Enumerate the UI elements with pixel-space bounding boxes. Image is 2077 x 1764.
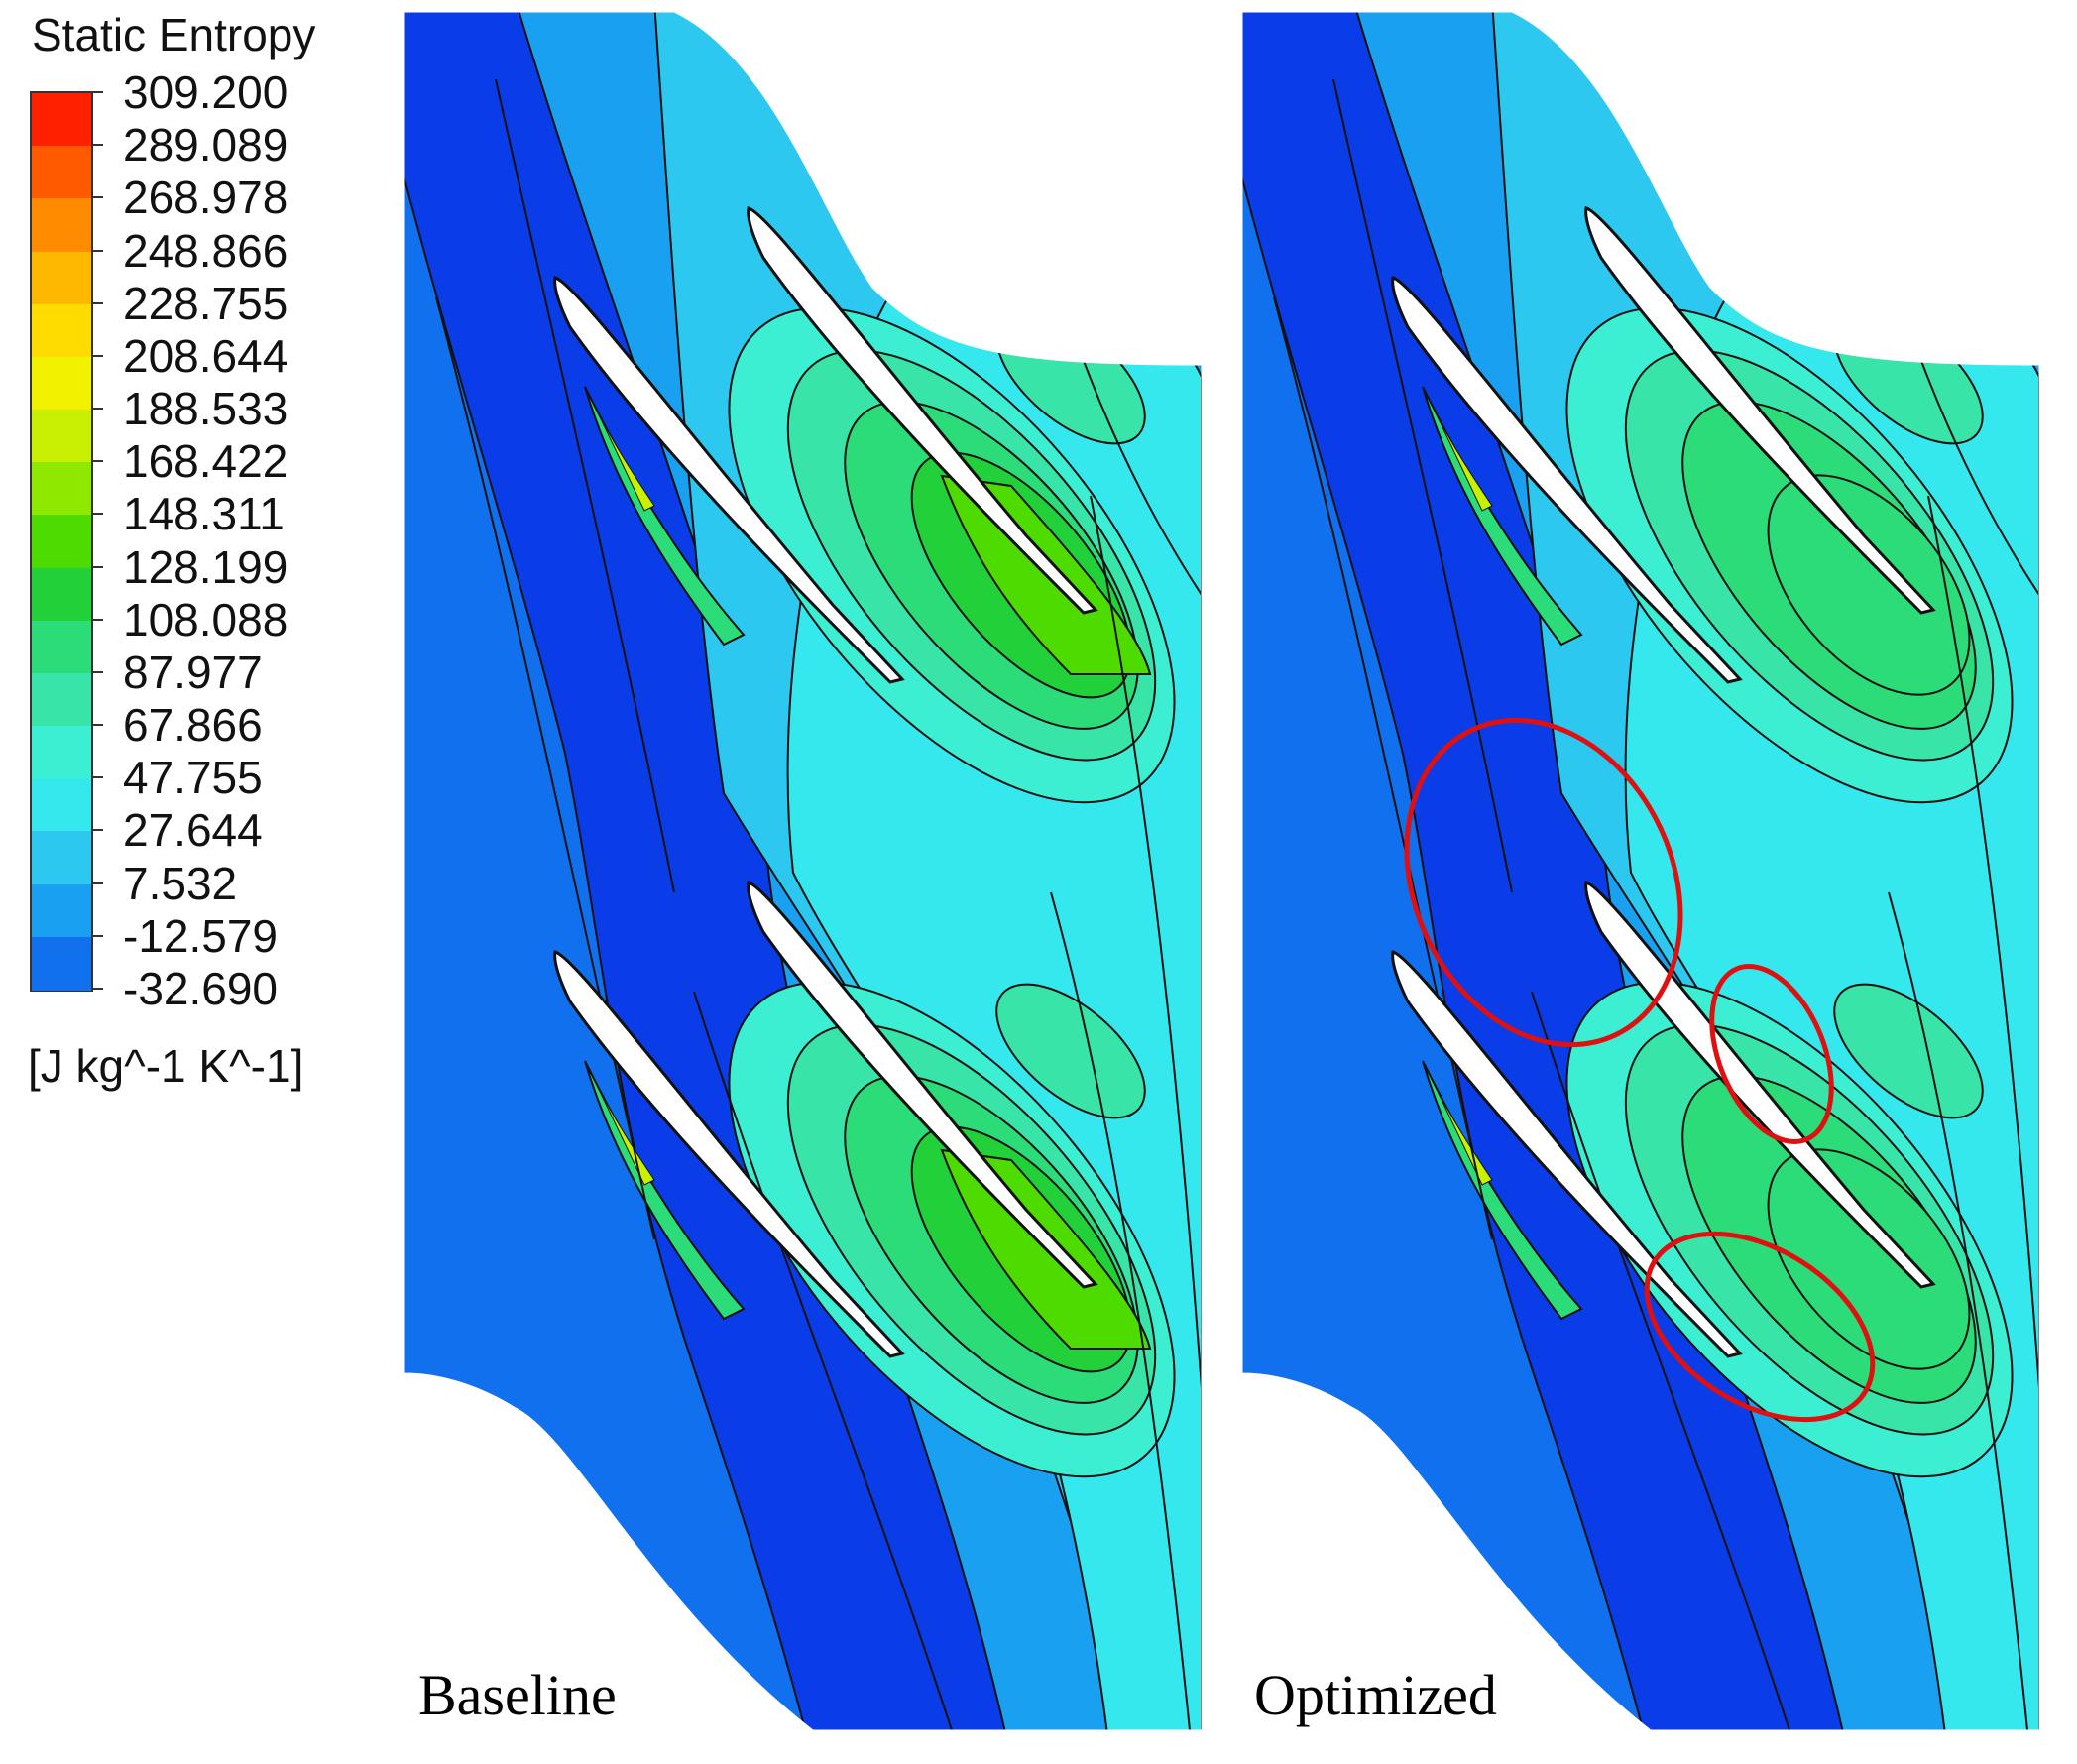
colorbar-tick-mark [93, 408, 103, 411]
colorbar [30, 91, 93, 992]
colorbar-band [32, 778, 91, 833]
colorbar-tick-mark [93, 882, 103, 884]
legend-unit: [J kg^-1 K^-1] [28, 1040, 304, 1092]
contour-line [1531, 991, 1790, 1730]
colorbar-tick-label: 208.644 [123, 329, 288, 382]
baseline-label: Baseline [418, 1663, 617, 1727]
colorbar-tick-label: 289.089 [123, 119, 288, 172]
colorbar-band [32, 462, 91, 517]
highlight-ellipse [1404, 717, 1683, 1048]
colorbar-tick-mark [93, 301, 103, 304]
colorbar-tick-label: 268.978 [123, 172, 288, 224]
colorbar-tick-label: 309.200 [123, 66, 288, 118]
colorbar-tick-mark [93, 91, 103, 93]
blade [747, 206, 1098, 615]
contour-blob [1767, 474, 1971, 696]
colorbar-tick-mark [93, 988, 103, 990]
contour-blob [1767, 1148, 1971, 1370]
blade [1391, 950, 1743, 1358]
colorbar-tick-mark [93, 249, 103, 252]
colorbar-tick-label: -32.690 [123, 963, 279, 1014]
contour-line [1090, 495, 1202, 1389]
blade [1391, 276, 1743, 684]
colorbar-tick-mark [93, 565, 103, 568]
colorbar-band [32, 831, 91, 885]
colorbar-band [32, 410, 91, 464]
colorbar-tick-mark [93, 460, 103, 463]
contour-band [594, 406, 655, 512]
contour-field [404, 12, 1202, 1730]
colorbar-band [32, 303, 91, 358]
colorbar-tick-label: 7.532 [123, 857, 238, 909]
colorbar-tick-label: 108.088 [123, 593, 288, 646]
contour-line [1927, 495, 2039, 1389]
colorbar-band [32, 672, 91, 728]
contour-blob [995, 983, 1146, 1119]
contour-line [495, 78, 675, 893]
colorbar-tick-label: 27.644 [123, 804, 263, 857]
contour-band [1432, 406, 1493, 512]
optimized-contour-plot [1241, 11, 2040, 1731]
colorbar-tick-label: 87.977 [123, 646, 263, 698]
blade [1584, 881, 1936, 1289]
contour-line [1050, 891, 1191, 1730]
contour-band [594, 1080, 655, 1186]
blade [1584, 206, 1936, 615]
blade [747, 881, 1098, 1289]
colorbar-tick-label: 228.755 [123, 277, 288, 329]
contour-blob [1833, 983, 1984, 1119]
colorbar-tick-label: 128.199 [123, 540, 288, 593]
colorbar-tick-label: 248.866 [123, 224, 288, 277]
colorbar-band [32, 883, 91, 938]
colorbar-tick-mark [93, 196, 103, 199]
contour-band [1432, 1080, 1493, 1186]
blade [553, 276, 905, 684]
contour-field [1242, 12, 2039, 1730]
colorbar-tick-label: 168.422 [123, 435, 288, 488]
colorbar-tick-mark [93, 618, 103, 621]
contour-line [1888, 891, 2028, 1730]
legend-title: Static Entropy [32, 9, 316, 60]
colorbar-band [32, 356, 91, 412]
optimized-label: Optimized [1254, 1663, 1497, 1727]
colorbar-tick-label: 67.866 [123, 699, 263, 752]
colorbar-tick-label: 188.533 [123, 383, 288, 435]
optimized-panel: Optimized [1234, 0, 2067, 1759]
colorbar-tick-mark [93, 829, 103, 832]
colorbar-tick-label: -12.579 [123, 909, 279, 962]
colorbar-tick-mark [93, 724, 103, 727]
highlight-ellipse [1709, 964, 1834, 1144]
colorbar-band [32, 936, 91, 991]
contour-line [693, 991, 953, 1730]
colorbar-tick-mark [93, 144, 103, 147]
colorbar-band [32, 515, 91, 569]
colorbar-tick-mark [93, 513, 103, 516]
contour-line [1273, 296, 1493, 1240]
colorbar-band [32, 146, 91, 200]
colorbar-band [32, 620, 91, 674]
blade [553, 950, 905, 1358]
colorbar-band [32, 567, 91, 622]
colorbar-tick-mark [93, 934, 103, 937]
contour-line [1332, 78, 1513, 893]
domain-outline [1241, 11, 2040, 1731]
contour-line [435, 296, 655, 1240]
baseline-panel: Baseline [397, 0, 1219, 1759]
highlight-ellipse [1644, 1231, 1876, 1423]
colorbar-tick-label: 148.311 [123, 488, 285, 540]
baseline-contour-plot [404, 11, 1203, 1731]
colorbar-tick-mark [93, 776, 103, 779]
colorbar-tick-label: 47.755 [123, 752, 263, 804]
colorbar-band [32, 726, 91, 780]
colorbar-band [32, 251, 91, 305]
colorbar-band [32, 198, 91, 253]
colorbar-band [32, 93, 91, 148]
domain-outline [404, 11, 1203, 1731]
colorbar-tick-mark [93, 670, 103, 673]
colorbar-tick-mark [93, 354, 103, 357]
